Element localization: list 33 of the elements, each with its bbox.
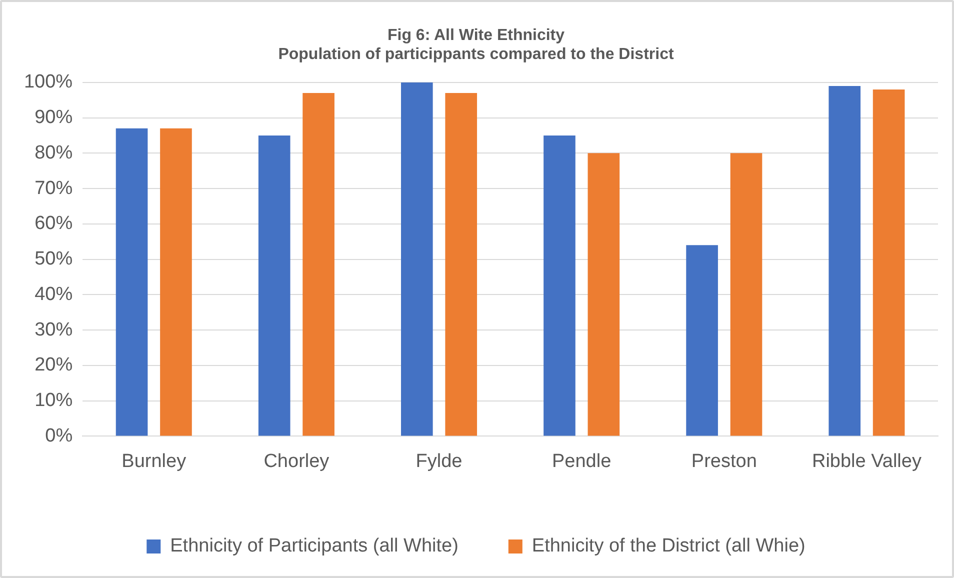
legend-label: Ethnicity of Participants (all White) xyxy=(170,536,458,557)
chart-title: Fig 6: All Wite Ethnicity xyxy=(387,27,565,44)
bar xyxy=(686,245,718,436)
bar xyxy=(258,135,290,436)
bar xyxy=(401,82,433,436)
y-tick-label: 60% xyxy=(34,213,73,234)
bar xyxy=(544,135,576,436)
y-tick-label: 40% xyxy=(34,284,73,305)
bar xyxy=(116,128,148,436)
y-tick-label: 30% xyxy=(34,319,73,340)
y-tick-label: 100% xyxy=(24,72,73,93)
bar xyxy=(302,93,334,436)
y-tick-label: 10% xyxy=(34,390,73,412)
y-tick-label: 20% xyxy=(34,354,73,376)
bar xyxy=(872,89,905,436)
x-tick-label: Preston xyxy=(691,450,757,472)
x-tick-label: Pendle xyxy=(552,450,612,472)
bar xyxy=(588,153,620,436)
x-tick-label: Chorley xyxy=(264,450,330,472)
x-tick-label: Fylde xyxy=(416,450,462,472)
bar xyxy=(160,128,192,436)
y-tick-label: 50% xyxy=(34,248,73,270)
y-tick-label: 0% xyxy=(45,425,73,446)
bar xyxy=(445,93,478,436)
chart-subtitle: Population of particippants compared to the District xyxy=(278,46,674,64)
legend-label: Ethnicity of the District (all Whie) xyxy=(532,536,806,557)
y-tick-label: 90% xyxy=(34,107,73,128)
x-tick-label: Ribble Valley xyxy=(812,450,922,472)
x-tick-label: Burnley xyxy=(122,450,187,472)
bar xyxy=(730,153,762,436)
y-tick-label: 70% xyxy=(34,178,73,199)
bar xyxy=(828,86,861,436)
y-tick-label: 80% xyxy=(34,142,73,164)
